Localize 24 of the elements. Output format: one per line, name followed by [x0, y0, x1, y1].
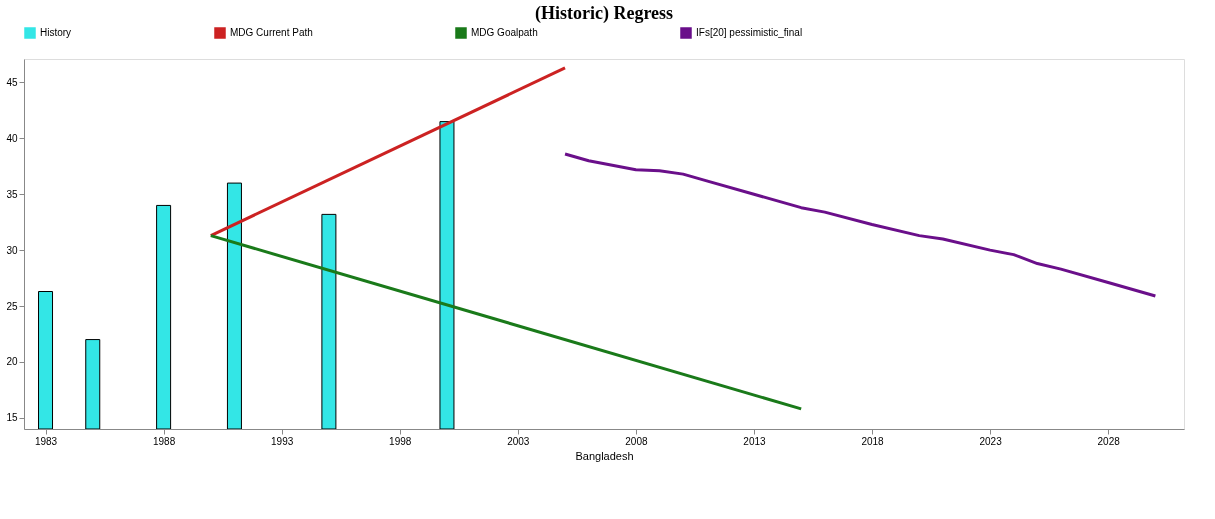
x-tick-label: 2003	[507, 435, 530, 447]
x-tick-label: 1998	[389, 435, 412, 447]
x-tick-label: 1993	[271, 435, 294, 447]
legend-label: IFs[20] pessimistic_final	[696, 27, 803, 38]
y-tick-label: 20	[6, 356, 18, 368]
x-tick-label: 1988	[152, 435, 176, 447]
x-tick-label: 2023	[979, 435, 1003, 447]
x-tick-label: 2018	[861, 435, 885, 447]
y-tick-label: 40	[6, 132, 18, 144]
x-tick-label: 1983	[34, 435, 58, 447]
line-series	[563, 152, 1157, 298]
chart-title: (Historic) Regress	[534, 3, 674, 24]
legend-label: MDG Current Path	[230, 27, 313, 38]
legend-label: MDG Goalpath	[471, 27, 538, 38]
y-tick-label: 30	[6, 244, 18, 256]
y-tick-label: 35	[6, 188, 18, 200]
y-tick-label: 15	[6, 412, 18, 424]
y-tick-label: 45	[6, 76, 18, 88]
x-tick-label: 2028	[1097, 435, 1121, 447]
legend-label: History	[40, 27, 72, 38]
x-axis-title: Bangladesh	[575, 449, 634, 462]
x-tick-label: 2013	[743, 435, 767, 447]
x-tick-label: 2008	[625, 435, 648, 447]
y-tick-label: 25	[6, 300, 18, 312]
